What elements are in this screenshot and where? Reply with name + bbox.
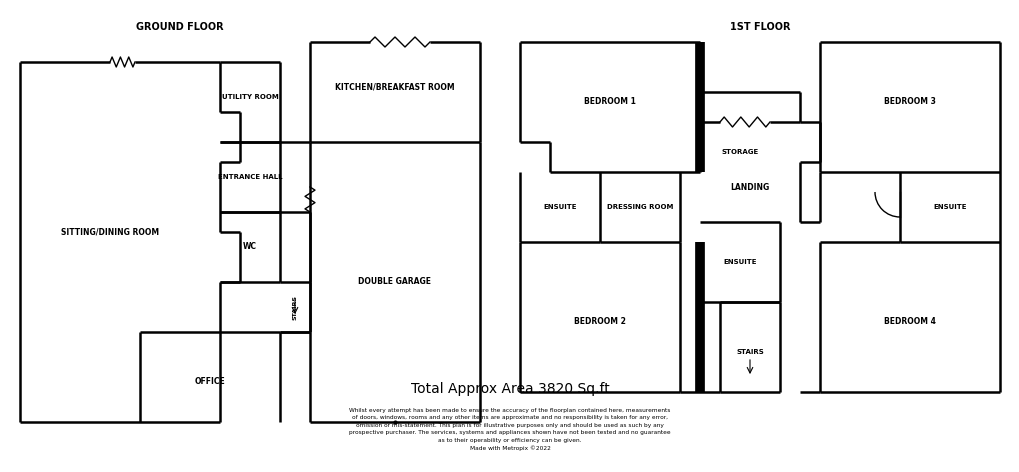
Text: STORAGE: STORAGE xyxy=(720,149,758,155)
Text: OFFICE: OFFICE xyxy=(195,378,225,387)
Text: BEDROOM 2: BEDROOM 2 xyxy=(574,318,626,327)
Text: DRESSING ROOM: DRESSING ROOM xyxy=(606,204,673,210)
Text: SITTING/DINING ROOM: SITTING/DINING ROOM xyxy=(61,228,159,236)
Text: DOUBLE GARAGE: DOUBLE GARAGE xyxy=(358,278,431,287)
Text: ENTRANCE HALL: ENTRANCE HALL xyxy=(217,174,282,180)
Text: KITCHEN/BREAKFAST ROOM: KITCHEN/BREAKFAST ROOM xyxy=(335,83,454,92)
Text: WC: WC xyxy=(243,243,257,252)
Text: Total Approx Area 3820 Sq.ft: Total Approx Area 3820 Sq.ft xyxy=(411,382,608,396)
Text: UTILITY ROOM: UTILITY ROOM xyxy=(221,94,278,100)
Text: STAIRS: STAIRS xyxy=(736,349,763,355)
Text: BEDROOM 3: BEDROOM 3 xyxy=(883,98,935,107)
Text: 1ST FLOOR: 1ST FLOOR xyxy=(729,22,790,32)
Text: ENSUITE: ENSUITE xyxy=(722,259,756,265)
Text: GROUND FLOOR: GROUND FLOOR xyxy=(137,22,223,32)
Text: Whilst every attempt has been made to ensure the accuracy of the floorplan conta: Whilst every attempt has been made to en… xyxy=(348,408,671,451)
Text: LANDING: LANDING xyxy=(730,183,769,192)
Text: ENSUITE: ENSUITE xyxy=(932,204,966,210)
Text: ENSUITE: ENSUITE xyxy=(543,204,576,210)
Text: BEDROOM 1: BEDROOM 1 xyxy=(584,98,635,107)
Text: BEDROOM 4: BEDROOM 4 xyxy=(883,318,935,327)
Text: STAIRS: STAIRS xyxy=(292,295,298,320)
